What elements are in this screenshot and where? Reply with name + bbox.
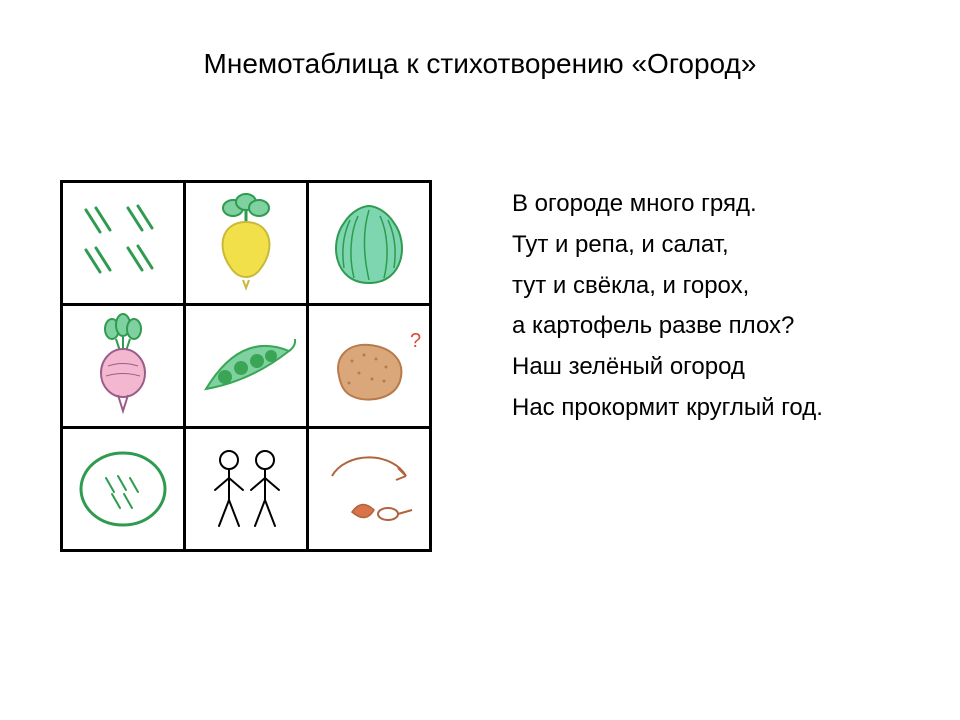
stick-figures-icon [191, 434, 301, 544]
cell-year-round [308, 428, 431, 551]
poem-line: а картофель разве плох? [512, 306, 823, 347]
poem-line: Нас прокормит круглый год. [512, 388, 823, 429]
poem-text: В огороде много гряд. Тут и репа, и сала… [512, 184, 823, 429]
potato-icon: ? [314, 311, 424, 421]
svg-text:?: ? [410, 330, 421, 352]
mnemo-grid: ? [60, 180, 432, 552]
poem-line: тут и свёкла, и горох, [512, 266, 823, 307]
cell-lettuce [308, 182, 431, 305]
page-title: Мнемотаблица к стихотворению «Огород» [0, 48, 960, 80]
cell-pea-pod [185, 305, 308, 428]
poem-line: Тут и репа, и салат, [512, 225, 823, 266]
garden-beds-icon [68, 188, 178, 298]
beet-icon [68, 311, 178, 421]
poem-line: Наш зелёный огород [512, 347, 823, 388]
cell-garden-beds [62, 182, 185, 305]
turnip-icon [191, 188, 301, 298]
year-round-icon [314, 434, 424, 544]
cell-beet [62, 305, 185, 428]
pea-pod-icon [191, 311, 301, 421]
cell-potato: ? [308, 305, 431, 428]
cell-turnip [185, 182, 308, 305]
poem-line: В огороде много гряд. [512, 184, 823, 225]
content-row: ? [60, 180, 823, 552]
cell-green-oval [62, 428, 185, 551]
green-oval-icon [68, 434, 178, 544]
lettuce-icon [314, 188, 424, 298]
cell-stick-figures [185, 428, 308, 551]
